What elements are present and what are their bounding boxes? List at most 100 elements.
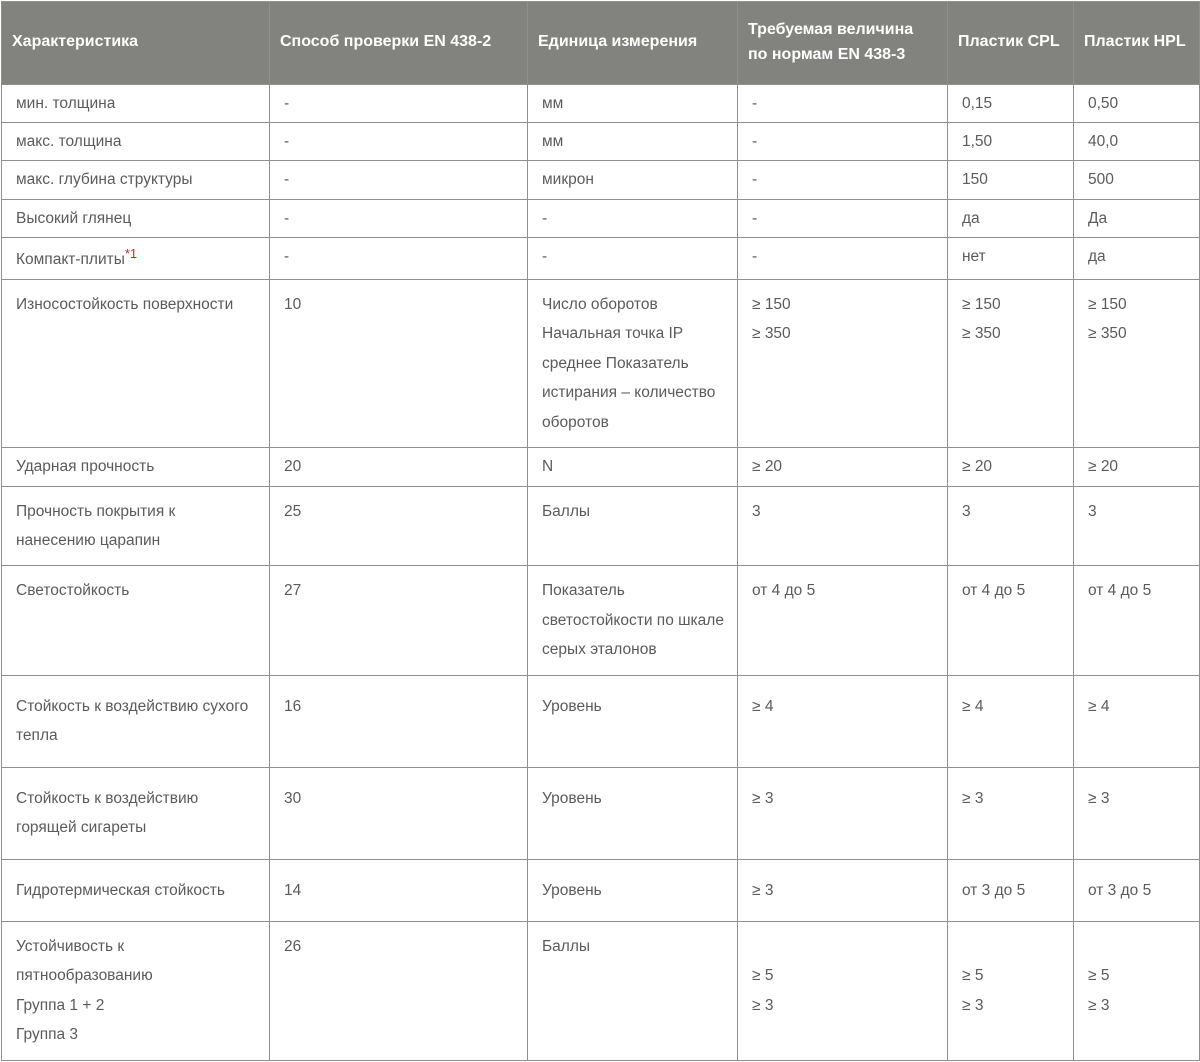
- table-cell: да: [1074, 238, 1200, 280]
- cell-line: ≥ 350: [962, 319, 1063, 348]
- table-cell: 20: [270, 448, 528, 486]
- cell-line: ≥ 150: [962, 290, 1063, 319]
- table-cell: от 4 до 5: [738, 566, 948, 675]
- table-cell: мм: [528, 123, 738, 161]
- cell-line: [1088, 932, 1189, 961]
- table-cell: -: [528, 238, 738, 280]
- cell-line: ≥ 5: [962, 961, 1063, 990]
- table-cell: 25: [270, 486, 528, 566]
- table-cell: -: [738, 199, 948, 237]
- table-cell: Стойкость к воздействию горящей сигареты: [2, 767, 270, 859]
- table-cell: 3: [738, 486, 948, 566]
- cell-line: [962, 932, 1063, 961]
- table-cell: Показатель светостойкости по шкале серых…: [528, 566, 738, 675]
- table-cell: макс. толщина: [2, 123, 270, 161]
- table-cell: ≥ 3: [1074, 767, 1200, 859]
- table-cell: N: [528, 448, 738, 486]
- cell-line: ≥ 3: [962, 991, 1063, 1020]
- table-cell: ≥ 20: [738, 448, 948, 486]
- table-cell: Светостойкость: [2, 566, 270, 675]
- col-header-1: Способ проверки EN 438-2: [270, 2, 528, 85]
- cell-line: Группа 1 + 2: [16, 991, 259, 1020]
- table-row: Компакт-плиты*1---нетда: [2, 238, 1200, 280]
- table-cell: ≥ 4: [948, 675, 1074, 767]
- table-row: Стойкость к воздействию горящей сигареты…: [2, 767, 1200, 859]
- cell-line: ≥ 350: [1088, 319, 1189, 348]
- cell-line: ≥ 150: [752, 290, 937, 319]
- table-cell: Уровень: [528, 675, 738, 767]
- table-cell: 1,50: [948, 123, 1074, 161]
- cell-line: ≥ 350: [752, 319, 937, 348]
- table-cell: ≥ 150≥ 350: [1074, 279, 1200, 447]
- table-row: Прочность покрытия к нанесению царапин25…: [2, 486, 1200, 566]
- table-cell: -: [738, 123, 948, 161]
- table-row: Стойкость к воздействию сухого тепла16Ур…: [2, 675, 1200, 767]
- table-cell: -: [528, 199, 738, 237]
- cell-line: ≥ 5: [752, 961, 937, 990]
- table-cell: микрон: [528, 161, 738, 199]
- table-cell: нет: [948, 238, 1074, 280]
- table-cell: макс. глубина структуры: [2, 161, 270, 199]
- table-cell: 0,15: [948, 84, 1074, 122]
- table-cell: Число оборотов Начальная точка IP средне…: [528, 279, 738, 447]
- table-cell: 40,0: [1074, 123, 1200, 161]
- table-row: Ударная прочность20N≥ 20≥ 20≥ 20: [2, 448, 1200, 486]
- table-cell: от 3 до 5: [948, 859, 1074, 921]
- table-row: макс. глубина структуры-микрон-150500: [2, 161, 1200, 199]
- table-cell: да: [948, 199, 1074, 237]
- table-cell: ≥ 20: [948, 448, 1074, 486]
- table-cell: 10: [270, 279, 528, 447]
- table-cell: ≥ 150≥ 350: [738, 279, 948, 447]
- table-cell: -: [738, 161, 948, 199]
- table-cell: ≥ 5≥ 3: [948, 921, 1074, 1060]
- table-row: Высокий глянец---даДа: [2, 199, 1200, 237]
- table-cell: ≥ 4: [1074, 675, 1200, 767]
- col-header-4: Пластик CPL: [948, 2, 1074, 85]
- cell-line: ≥ 150: [1088, 290, 1189, 319]
- table-cell: -: [270, 238, 528, 280]
- table-cell: 3: [1074, 486, 1200, 566]
- cell-line: ≥ 5: [1088, 961, 1189, 990]
- table-cell: ≥ 3: [738, 767, 948, 859]
- cell-line: Группа 3: [16, 1020, 259, 1049]
- table-cell: 26: [270, 921, 528, 1060]
- table-row: Устойчивость к пятнообразованиюГруппа 1 …: [2, 921, 1200, 1060]
- table-cell: ≥ 5≥ 3: [738, 921, 948, 1060]
- col-header-0: Характеристика: [2, 2, 270, 85]
- table-cell: Уровень: [528, 767, 738, 859]
- cell-line: ≥ 3: [1088, 991, 1189, 1020]
- table-cell: -: [738, 238, 948, 280]
- table-cell: мм: [528, 84, 738, 122]
- table-cell: 3: [948, 486, 1074, 566]
- table-cell: -: [270, 161, 528, 199]
- table-cell: ≥ 3: [738, 859, 948, 921]
- table-row: Износостойкость поверхности10Число оборо…: [2, 279, 1200, 447]
- table-cell: Стойкость к воздействию сухого тепла: [2, 675, 270, 767]
- table-cell: Компакт-плиты*1: [2, 238, 270, 280]
- table-cell: ≥ 5≥ 3: [1074, 921, 1200, 1060]
- table-cell: ≥ 3: [948, 767, 1074, 859]
- table-cell: Ударная прочность: [2, 448, 270, 486]
- table-row: макс. толщина-мм-1,5040,0: [2, 123, 1200, 161]
- col-header-5: Пластик HPL: [1074, 2, 1200, 85]
- table-cell: ≥ 150≥ 350: [948, 279, 1074, 447]
- table-cell: 0,50: [1074, 84, 1200, 122]
- table-cell: Устойчивость к пятнообразованиюГруппа 1 …: [2, 921, 270, 1060]
- table-cell: Да: [1074, 199, 1200, 237]
- table-cell: -: [270, 123, 528, 161]
- table-cell: Износостойкость поверхности: [2, 279, 270, 447]
- table-cell: 14: [270, 859, 528, 921]
- table-cell: Прочность покрытия к нанесению царапин: [2, 486, 270, 566]
- table-cell: -: [270, 199, 528, 237]
- table-cell: 27: [270, 566, 528, 675]
- cell-line: ≥ 3: [752, 991, 937, 1020]
- table-cell: Баллы: [528, 921, 738, 1060]
- table-cell: 16: [270, 675, 528, 767]
- table-row: Гидротермическая стойкость14Уровень≥ 3от…: [2, 859, 1200, 921]
- spec-table: Характеристика Способ проверки EN 438-2 …: [1, 1, 1200, 1061]
- cell-line: [752, 932, 937, 961]
- table-cell: мин. толщина: [2, 84, 270, 122]
- table-cell: Уровень: [528, 859, 738, 921]
- table-cell: 30: [270, 767, 528, 859]
- table-cell: Высокий глянец: [2, 199, 270, 237]
